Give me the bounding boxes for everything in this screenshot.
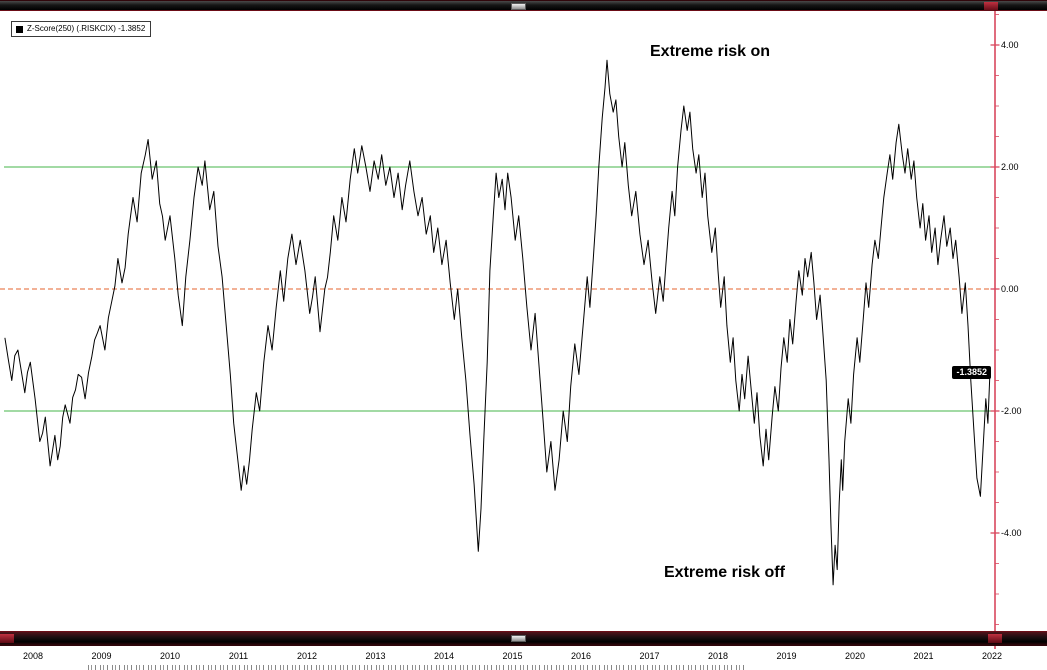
x-axis-tick-label: 2014 xyxy=(433,651,455,661)
legend-label: Z-Score(250) (.RISKCIX) -1.3852 xyxy=(27,24,146,33)
bottom-scrollbar-thumb[interactable] xyxy=(511,635,526,642)
x-axis-tick-label: 2021 xyxy=(913,651,934,661)
x-axis-tick-label: 2019 xyxy=(776,651,797,661)
zscore-series-line xyxy=(4,59,991,586)
annotation-risk-on: Extreme risk on xyxy=(650,43,771,60)
bottom-scrollbar-left-cap xyxy=(0,634,14,643)
x-axis-tick-label: 2009 xyxy=(91,651,112,661)
x-axis-tick-label: 2018 xyxy=(707,651,729,661)
x-axis-tick-label: 2016 xyxy=(570,651,592,661)
top-scrollbar[interactable] xyxy=(0,0,1047,11)
y-axis-tick-label: -4.00 xyxy=(1001,528,1022,538)
y-axis-tick-label: -2.00 xyxy=(1001,406,1022,416)
annotation-risk-off: Extreme risk off xyxy=(664,564,785,581)
x-axis-tick-label: 2020 xyxy=(844,651,866,661)
x-axis-tick-label: 2015 xyxy=(502,651,523,661)
legend: Z-Score(250) (.RISKCIX) -1.3852 xyxy=(11,21,152,37)
x-axis-tick-label: 2017 xyxy=(639,651,660,661)
y-axis-tick-label: 0.00 xyxy=(1001,284,1019,294)
top-scrollbar-right-cap xyxy=(984,2,998,11)
x-axis-tick-label: 2008 xyxy=(22,651,44,661)
y-axis-tick-label: 4.00 xyxy=(1001,40,1019,50)
last-value-badge: -1.3852 xyxy=(952,366,991,380)
bottom-scrollbar[interactable] xyxy=(0,631,1047,646)
clipped-text-strip xyxy=(88,665,748,670)
series-swatch-icon xyxy=(16,25,23,33)
top-scrollbar-thumb[interactable] xyxy=(511,3,526,10)
y-axis-tick-label: 2.00 xyxy=(1001,162,1019,172)
bottom-scrollbar-right-cap xyxy=(988,634,1002,643)
x-axis-tick-label: 2012 xyxy=(296,651,318,661)
x-axis-tick-label: 2011 xyxy=(228,651,249,661)
x-axis-tick-label: 2022 xyxy=(981,651,1003,661)
x-axis-tick-label: 2013 xyxy=(365,651,386,661)
x-axis-tick-label: 2010 xyxy=(159,651,181,661)
